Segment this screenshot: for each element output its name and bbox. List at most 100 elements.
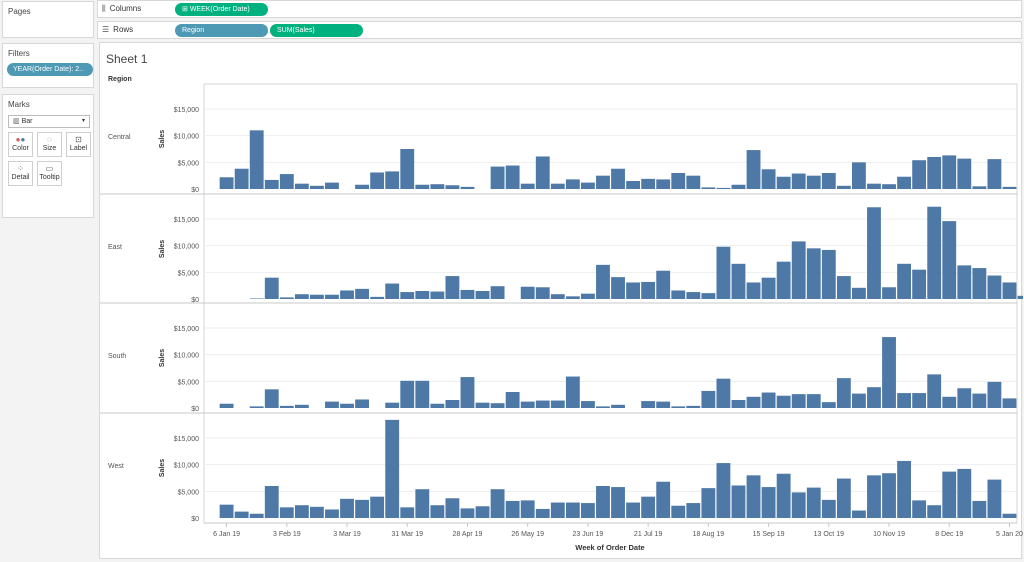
rows-shelf[interactable]: ☰ Rows Region SUM(Sales) xyxy=(97,21,1022,39)
bar xyxy=(309,185,324,189)
bar xyxy=(806,487,821,518)
columns-pill-week-order-date[interactable]: ⊞ WEEK(Order Date) xyxy=(175,3,268,16)
y-tick-label: $15,000 xyxy=(174,217,199,224)
y-axis-title: Sales xyxy=(159,459,166,477)
bar xyxy=(596,264,610,299)
size-button[interactable]: ◌ Size xyxy=(37,132,62,157)
bar xyxy=(641,178,656,189)
bar xyxy=(294,505,309,518)
columns-label: Columns xyxy=(109,4,142,13)
bar xyxy=(370,296,385,299)
y-tick-label: $5,000 xyxy=(178,489,200,496)
x-tick-label: 15 Sep 19 xyxy=(753,531,785,538)
bar xyxy=(821,173,836,189)
color-icon: ●● xyxy=(15,135,26,144)
color-button[interactable]: ●● Color xyxy=(8,132,33,157)
x-tick-label: 31 Mar 19 xyxy=(391,531,423,538)
rows-label: Rows xyxy=(113,25,134,34)
y-tick-label: $10,000 xyxy=(174,463,199,470)
bar xyxy=(626,502,641,518)
bar xyxy=(505,392,520,408)
bar xyxy=(761,169,776,189)
bar xyxy=(761,392,776,408)
pages-title: Pages xyxy=(8,7,31,16)
bar xyxy=(309,294,324,299)
bar xyxy=(490,286,505,299)
bar xyxy=(972,500,987,518)
x-tick-label: 5 Jan 20 xyxy=(996,531,1023,538)
pages-card[interactable]: Pages xyxy=(2,1,94,38)
tooltip-button[interactable]: ▭ Tooltip xyxy=(37,161,62,186)
rows-icon: ☰ xyxy=(102,25,110,34)
bar xyxy=(415,184,430,189)
x-tick-label: 3 Mar 19 xyxy=(333,531,361,538)
filter-pill-year[interactable]: YEAR(Order Date): 2.. xyxy=(7,63,93,76)
bar xyxy=(942,471,957,518)
bar xyxy=(565,502,580,518)
x-tick-label: 3 Feb 19 xyxy=(273,531,301,538)
bar xyxy=(987,479,1002,518)
rows-shelf-label-wrap: ☰ Rows xyxy=(102,25,133,34)
bar xyxy=(340,403,354,408)
detail-icon: ⁘ xyxy=(17,164,24,173)
bar xyxy=(430,505,445,518)
bar xyxy=(761,277,776,299)
bar xyxy=(882,473,896,518)
region-label-east: East xyxy=(108,244,122,251)
columns-shelf-label-wrap: ⫼ Columns xyxy=(102,4,141,14)
label-icon: ⊡ xyxy=(75,135,82,144)
mark-type-select[interactable]: ▥ Bar ▾ xyxy=(8,115,90,128)
bar xyxy=(671,173,686,189)
bar xyxy=(611,168,625,189)
bar xyxy=(294,404,309,408)
x-tick-label: 23 Jun 19 xyxy=(573,531,604,538)
rows-pill-sum-sales[interactable]: SUM(Sales) xyxy=(270,24,363,37)
y-tick-label: $5,000 xyxy=(178,379,200,386)
y-tick-label: $10,000 xyxy=(174,244,199,251)
bar xyxy=(249,298,264,299)
tooltip-button-label: Tooltip xyxy=(39,174,60,181)
bar xyxy=(355,499,370,518)
bar xyxy=(806,175,821,189)
bar xyxy=(475,402,490,408)
bar xyxy=(701,390,716,408)
columns-shelf[interactable]: ⫼ Columns ⊞ WEEK(Order Date) xyxy=(97,0,1022,18)
bar xyxy=(264,179,279,189)
bar xyxy=(912,500,927,518)
bar xyxy=(671,290,686,299)
bar xyxy=(249,130,264,189)
bar xyxy=(701,488,716,518)
bar xyxy=(535,156,550,189)
bar xyxy=(340,498,354,518)
bar xyxy=(279,507,294,518)
detail-button[interactable]: ⁘ Detail xyxy=(8,161,33,186)
bar xyxy=(249,406,264,408)
bar xyxy=(385,402,400,408)
bar xyxy=(355,399,370,408)
bar xyxy=(746,396,761,408)
bar xyxy=(882,184,896,189)
bar xyxy=(430,403,445,408)
bar xyxy=(550,183,565,189)
bar xyxy=(355,184,370,189)
bar xyxy=(791,173,806,189)
bar xyxy=(686,503,701,518)
bar xyxy=(897,460,912,518)
label-button[interactable]: ⊡ Label xyxy=(66,132,91,157)
bar xyxy=(309,506,324,518)
bar xyxy=(641,281,656,299)
bar xyxy=(851,162,866,189)
bar xyxy=(445,400,460,408)
filters-card[interactable]: Filters YEAR(Order Date): 2.. xyxy=(2,43,94,88)
bar xyxy=(716,187,731,189)
bar xyxy=(867,207,881,299)
x-tick-label: 13 Oct 19 xyxy=(814,531,844,538)
bar xyxy=(370,496,385,518)
bar xyxy=(686,175,701,189)
rows-pill-region[interactable]: Region xyxy=(175,24,268,37)
y-axis-title: Sales xyxy=(159,240,166,258)
bar xyxy=(490,166,505,189)
bar xyxy=(325,182,339,189)
bar xyxy=(641,496,656,518)
bar xyxy=(746,282,761,299)
